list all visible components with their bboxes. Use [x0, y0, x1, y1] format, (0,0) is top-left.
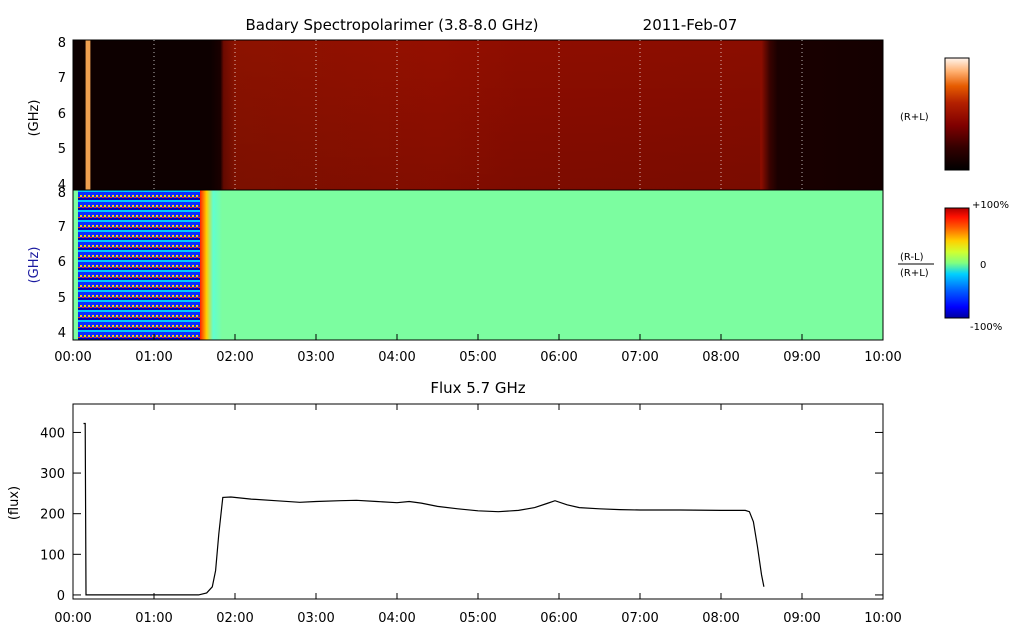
flux-x-ticks: 00:00 01:00 02:00 03:00 04:00 05:00 06:00 07:00…: [54, 404, 902, 626]
flux-y-tick-label: 400: [40, 426, 65, 441]
polarization-ylabel: (GHz): [27, 247, 42, 284]
flux-x-tick-label: 05:00: [459, 611, 496, 626]
flux-y-tick-label: 0: [57, 589, 65, 604]
spec-x-tick-label: 03:00: [297, 350, 334, 365]
flux-x-tick-label: 03:00: [297, 611, 334, 626]
flux-y-tick-label: 200: [40, 508, 65, 523]
polarization-noise-region: [78, 190, 208, 340]
colorbar-bottom-label: -100%: [970, 322, 1002, 333]
spec-x-tick-label: 05:00: [459, 350, 496, 365]
colorbar-top-label: +100%: [972, 200, 1009, 211]
flux-x-tick-label: 02:00: [216, 611, 253, 626]
polarization-colorbar-frame: [944, 207, 970, 319]
polarization-ytick: 5: [58, 291, 66, 306]
spec-x-tick-label: 02:00: [216, 350, 253, 365]
spectrogram-x-ticks: 00:00 01:00 02:00 03:00 04:00 05:00 06:00 07:00…: [54, 334, 902, 365]
spec-x-tick-label: 07:00: [621, 350, 658, 365]
spec-x-tick-label: 04:00: [378, 350, 415, 365]
polarization-ytick: 4: [58, 326, 66, 341]
figure-title: Badary Spectropolarimer (3.8-8.0 GHz): [246, 16, 539, 34]
flux-x-tick-label: 04:00: [378, 611, 415, 626]
flux-frame: [72, 403, 884, 600]
flux-y-ticks: 0 100 200 300 400: [40, 426, 883, 604]
flux-y-tick-label: 100: [40, 548, 65, 563]
intensity-ytick: 5: [58, 142, 66, 157]
intensity-ytick: 6: [58, 107, 66, 122]
flux-x-tick-label: 10:00: [864, 611, 901, 626]
flux-title: Flux 5.7 GHz: [430, 379, 525, 397]
intensity-ytick: 4: [58, 178, 66, 193]
spec-x-tick-label: 01:00: [135, 350, 172, 365]
intensity-colorbar: [944, 57, 970, 171]
colorbar-mid-label: 0: [980, 260, 986, 271]
intensity-ytick: 8: [58, 36, 66, 51]
spec-x-tick-label: 06:00: [540, 350, 577, 365]
flux-panel: (flux) 0 100 200 300 400 00:00 01:00 02:00 03:0…: [7, 403, 902, 626]
flux-x-tick-label: 09:00: [783, 611, 820, 626]
flux-x-tick-label: 08:00: [702, 611, 739, 626]
flux-series-line: [83, 422, 765, 596]
polarization-colorbar: +100% 0 -100%: [944, 200, 1009, 333]
polarization-side-label-bottom: (R+L): [900, 268, 929, 279]
intensity-colorbar-frame: [944, 57, 970, 171]
spec-x-tick-label: 10:00: [864, 350, 901, 365]
intensity-colorbar-fill: [945, 58, 969, 170]
intensity-shading: [220, 40, 760, 190]
intensity-ytick: 7: [58, 71, 66, 86]
flux-ylabel: (flux): [7, 486, 22, 520]
spec-x-tick-label: 09:00: [783, 350, 820, 365]
polarization-colorbar-fill: [945, 208, 969, 318]
polarization-panel: (GHz) 4 5 6 7 8 (R-L) (R+L): [27, 186, 934, 341]
flux-x-tick-label: 00:00: [54, 611, 91, 626]
polarization-edge: [200, 190, 222, 340]
polarization-ytick: 6: [58, 255, 66, 270]
flux-y-tick-label: 300: [40, 467, 65, 482]
polarization-side-label-top: (R-L): [900, 252, 924, 263]
intensity-ylabel: (GHz): [27, 100, 42, 137]
flux-x-tick-label: 06:00: [540, 611, 577, 626]
spec-x-tick-label: 00:00: [54, 350, 91, 365]
flux-x-tick-label: 01:00: [135, 611, 172, 626]
spec-x-tick-label: 08:00: [702, 350, 739, 365]
polarization-ytick: 7: [58, 220, 66, 235]
hour-gridlines: [153, 40, 803, 190]
intensity-side-label: (R+L): [900, 112, 929, 123]
figure-date: 2011-Feb-07: [643, 16, 738, 34]
intensity-panel: (GHz) 4 5 6 7 8 (R+L): [27, 36, 929, 193]
flux-x-tick-label: 07:00: [621, 611, 658, 626]
polarization-ytick: 8: [58, 186, 66, 201]
